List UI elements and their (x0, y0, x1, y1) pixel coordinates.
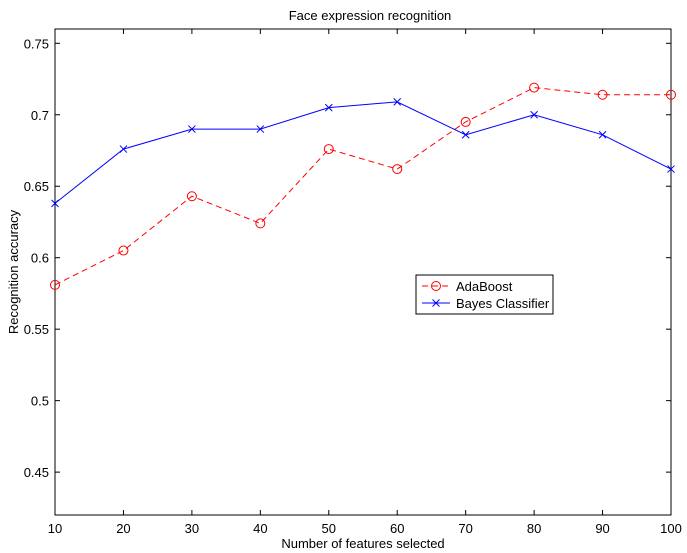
data-point-adaboost (597, 89, 608, 100)
data-point-bayes-classifier (393, 98, 402, 106)
data-point-adaboost (666, 89, 676, 100)
x-tick-label: 30 (185, 521, 199, 536)
data-point-bayes-classifier (51, 199, 59, 208)
data-point-adaboost (255, 218, 266, 229)
y-tick-label: 0.5 (31, 394, 49, 409)
data-point-bayes-classifier (667, 165, 675, 173)
data-point-adaboost (392, 164, 403, 175)
series-line-adaboost (54, 87, 671, 286)
chart-title: Face expression recognition (289, 8, 452, 23)
x-tick-label: 70 (458, 521, 472, 536)
data-point-bayes-classifier (461, 130, 470, 139)
legend-label-bayes-classifier: Bayes Classifier (456, 296, 550, 311)
x-tick-label: 80 (527, 521, 541, 536)
series-layer (50, 82, 676, 290)
data-point-adaboost (50, 279, 60, 290)
y-tick-label: 0.45 (24, 465, 49, 480)
data-point-bayes-classifier (598, 130, 607, 139)
x-axis: 10 20 30 40 50 60 70 80 90 100 (48, 29, 682, 536)
x-tick-label: 60 (390, 521, 404, 536)
y-tick-label: 0.7 (31, 108, 49, 123)
y-tick-label: 0.55 (24, 322, 49, 337)
legend-label-adaboost: AdaBoost (456, 279, 513, 294)
data-point-bayes-classifier (324, 103, 333, 112)
data-point-bayes-classifier (256, 125, 265, 133)
series-line-bayes-classifier (54, 101, 672, 204)
x-tick-label: 20 (116, 521, 130, 536)
y-axis: 0.45 0.5 0.55 0.6 0.65 0.7 0.75 (24, 36, 671, 480)
y-tick-label: 0.6 (31, 251, 49, 266)
y-axis-label: Recognition accuracy (6, 209, 21, 334)
data-point-adaboost (460, 116, 471, 127)
data-point-adaboost (529, 82, 540, 93)
data-point-bayes-classifier (119, 145, 128, 153)
data-point-bayes-classifier (530, 110, 538, 119)
x-tick-label: 40 (253, 521, 267, 536)
data-point-bayes-classifier (188, 125, 196, 133)
legend-marker-adaboost (431, 281, 441, 291)
legend-box (415, 274, 554, 315)
plot-area (54, 28, 672, 516)
series-adaboost (50, 82, 676, 290)
data-point-adaboost (323, 144, 334, 155)
y-tick-label: 0.75 (24, 36, 49, 51)
series-bayes-classifier (51, 98, 675, 208)
y-tick-label: 0.65 (24, 179, 49, 194)
x-tick-label: 50 (322, 521, 336, 536)
legend-marker-bayes-classifier (432, 299, 440, 307)
x-tick-label: 90 (595, 521, 609, 536)
x-tick-label: 10 (48, 521, 62, 536)
data-point-adaboost (186, 191, 197, 202)
x-tick-label: 100 (660, 521, 682, 536)
data-point-adaboost (118, 245, 129, 256)
legend: AdaBoost Bayes Classifier (415, 274, 554, 315)
x-axis-label: Number of features selected (281, 536, 444, 551)
